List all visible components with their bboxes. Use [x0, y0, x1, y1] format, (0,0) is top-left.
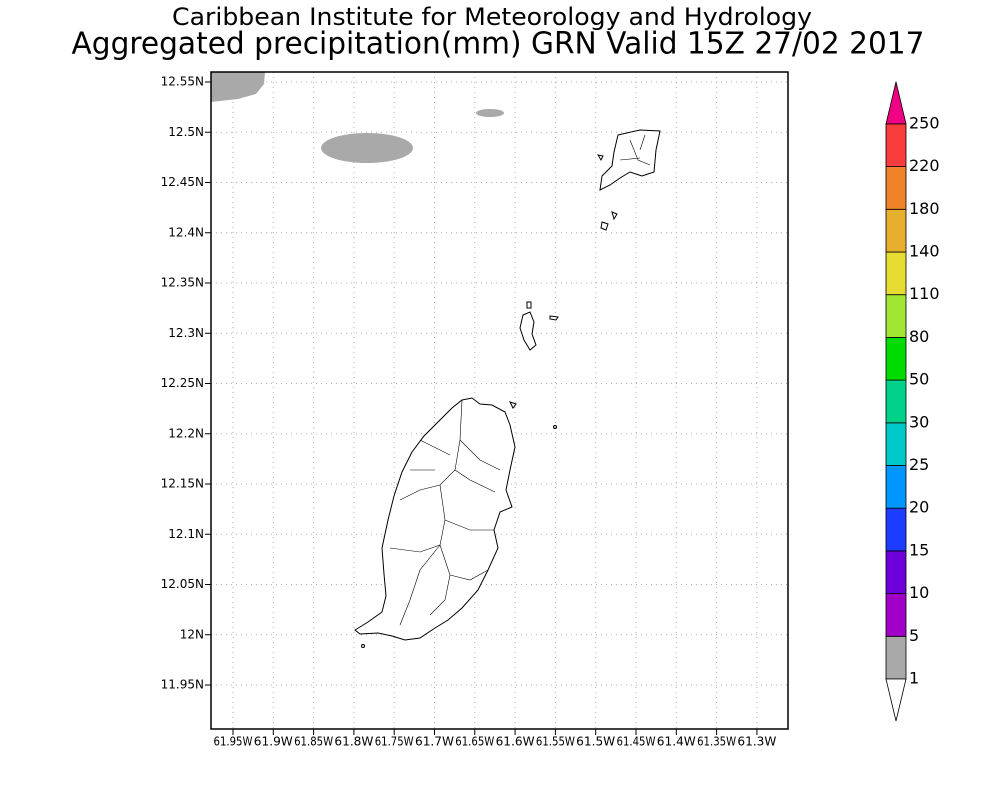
lon-label: 61.35W	[697, 735, 736, 749]
colorbar-label: 1	[909, 669, 919, 688]
lon-label: 61.6W	[496, 735, 535, 749]
islet	[509, 401, 517, 409]
lat-label: 12.4N	[168, 225, 204, 239]
lon-label: 61.45W	[617, 735, 656, 749]
colorbar-label: 180	[909, 199, 940, 218]
title: Caribbean Institute for Meteorology and …	[172, 3, 812, 31]
grid	[211, 72, 788, 729]
lat-label: 12.3N	[168, 326, 204, 340]
lat-label: 12N	[180, 627, 204, 641]
subtitle: Aggregated precipitation(mm) GRN Valid 1…	[72, 27, 925, 62]
lon-label: 61.3W	[737, 735, 776, 749]
colorbar-label: 15	[909, 540, 929, 559]
islet	[361, 644, 365, 648]
colorbar-label: 80	[909, 327, 929, 346]
map-frame	[210, 71, 789, 730]
colorbar-segment	[885, 251, 907, 296]
lon-label: 61.9W	[254, 735, 293, 749]
islet	[526, 301, 532, 309]
colorbar-segment	[885, 379, 907, 424]
lon-label: 61.55W	[536, 735, 575, 749]
colorbar-over	[885, 81, 907, 125]
precip-area	[211, 72, 265, 102]
grenada-island	[354, 397, 516, 641]
colorbar-segment	[885, 593, 907, 637]
colorbar-label: 20	[909, 498, 929, 517]
colorbar-segment	[885, 166, 907, 210]
colorbar-segment	[885, 294, 907, 338]
lon-label: 61.65W	[455, 735, 494, 749]
colorbar-label: 140	[909, 242, 940, 261]
lat-label: 12.2N	[168, 426, 204, 440]
colorbar-segment	[885, 465, 907, 509]
precip-area	[321, 133, 413, 163]
islet	[519, 311, 537, 351]
colorbar-label: 250	[909, 113, 940, 132]
colorbar-label: 50	[909, 370, 929, 389]
lat-label: 12.55N	[161, 75, 204, 89]
lat-label: 11.95N	[161, 678, 204, 692]
colorbar-segment	[885, 208, 907, 253]
precip-area	[476, 109, 504, 117]
colorbar-label: 5	[909, 626, 919, 645]
lon-label: 61.75W	[375, 735, 414, 749]
lat-label: 12.1N	[168, 527, 204, 541]
lat-label: 12.05N	[161, 577, 204, 591]
lon-label: 61.5W	[576, 735, 615, 749]
lon-label: 61.95W	[214, 735, 253, 749]
colorbar-segment	[885, 123, 907, 168]
lon-label: 61.85W	[294, 735, 333, 749]
lat-label: 12.15N	[161, 477, 204, 491]
colorbar-segment	[885, 336, 907, 381]
colorbar-label: 10	[909, 583, 929, 602]
lon-label: 61.8W	[334, 735, 373, 749]
colorbar-label: 110	[909, 284, 940, 303]
colorbar-label: 25	[909, 455, 929, 474]
colorbar-under	[885, 678, 907, 722]
lat-label: 12.5N	[168, 125, 204, 139]
lon-label: 61.4W	[657, 735, 696, 749]
colorbar-label: 220	[909, 156, 940, 175]
islet	[549, 315, 559, 321]
island-lines	[619, 134, 651, 166]
colorbar-segment	[885, 550, 907, 595]
colorbar-label: 30	[909, 412, 929, 431]
colorbar-segment	[885, 507, 907, 552]
lat-label: 12.45N	[161, 175, 204, 189]
colorbar-segment	[885, 422, 907, 466]
lon-label: 61.7W	[415, 735, 454, 749]
lat-label: 12.35N	[161, 276, 204, 290]
carriacou-island	[599, 129, 661, 191]
colorbar-segment	[885, 635, 907, 680]
islet	[553, 425, 557, 429]
islet	[600, 221, 609, 231]
parish-lines	[389, 399, 501, 626]
lat-label: 12.25N	[161, 376, 204, 390]
islet	[596, 154, 604, 162]
islet	[611, 211, 618, 221]
